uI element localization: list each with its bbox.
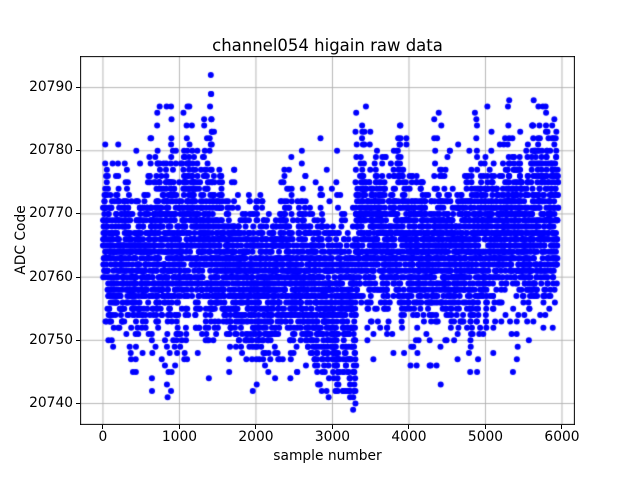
x-tick-mark xyxy=(178,425,180,429)
x-tick-label: 0 xyxy=(98,429,108,445)
y-tick-mark xyxy=(76,276,80,278)
y-tick-mark xyxy=(76,403,80,405)
x-tick-label: 1000 xyxy=(161,429,198,445)
x-tick-mark xyxy=(255,425,257,429)
x-tick-label: 5000 xyxy=(467,429,504,445)
y-tick-label: 20750 xyxy=(29,331,73,348)
x-tick-mark xyxy=(561,425,563,429)
y-tick-mark xyxy=(76,339,80,341)
x-tick-mark xyxy=(102,425,104,429)
scatter-plot-canvas xyxy=(80,56,575,425)
x-tick-mark xyxy=(408,425,410,429)
y-tick-label: 20740 xyxy=(29,395,73,412)
x-tick-label: 4000 xyxy=(391,429,427,445)
chart-title: channel054 higain raw data xyxy=(212,36,443,55)
x-axis-label: sample number xyxy=(273,448,382,464)
x-tick-mark xyxy=(484,425,486,429)
plot-area xyxy=(80,56,575,425)
x-tick-label: 2000 xyxy=(238,429,274,445)
y-tick-mark xyxy=(76,150,80,152)
y-tick-mark xyxy=(76,213,80,215)
y-tick-label: 20770 xyxy=(29,205,73,222)
y-tick-label: 20790 xyxy=(29,79,73,96)
y-tick-mark xyxy=(76,87,80,89)
x-tick-label: 3000 xyxy=(314,429,351,445)
y-tick-label: 20760 xyxy=(29,268,73,285)
y-tick-label: 20780 xyxy=(29,142,73,159)
x-tick-label: 6000 xyxy=(544,429,580,445)
x-tick-mark xyxy=(331,425,333,429)
